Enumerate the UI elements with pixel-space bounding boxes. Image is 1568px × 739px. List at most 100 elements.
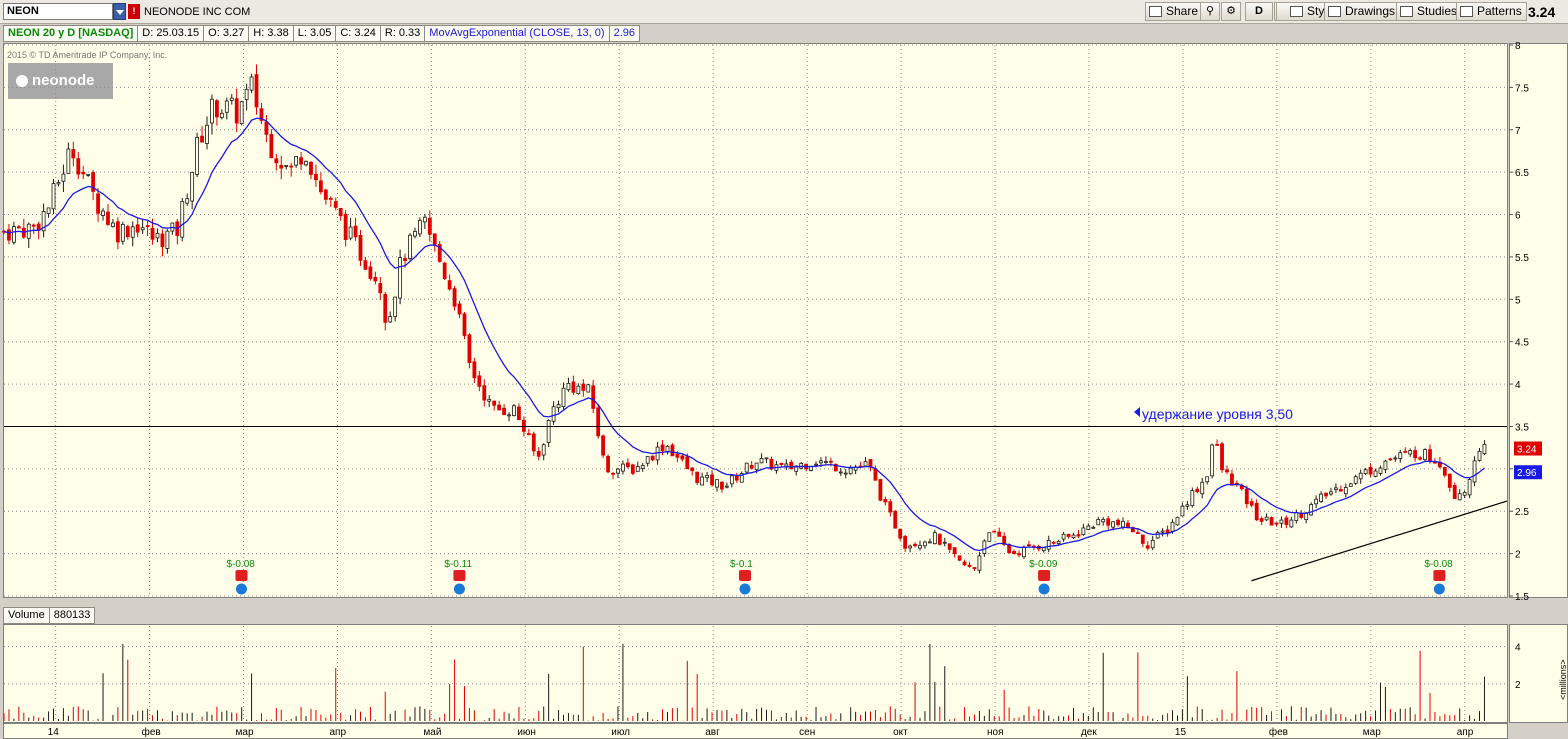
candle-body xyxy=(591,385,596,409)
candle-body xyxy=(51,183,56,210)
candle-body xyxy=(1116,519,1120,525)
candle-body xyxy=(368,266,373,279)
settings-icon[interactable]: ⚙ xyxy=(1221,2,1241,21)
candle-body xyxy=(1254,502,1259,521)
patterns-icon xyxy=(1460,6,1473,17)
candle-body xyxy=(1378,467,1383,474)
candle-body xyxy=(1269,517,1274,526)
price-tick-label: 7.5 xyxy=(1515,83,1529,94)
candle-body xyxy=(348,226,353,239)
symbol-flag-icon[interactable]: ! xyxy=(128,4,140,19)
candle-body xyxy=(556,404,561,409)
candle-body xyxy=(1452,485,1457,500)
candle-body xyxy=(576,385,581,394)
candle-body xyxy=(1309,504,1314,516)
symbol-input[interactable]: NEON xyxy=(3,3,113,20)
candle-body xyxy=(1056,540,1061,544)
candle-body xyxy=(1388,458,1393,461)
candle-body xyxy=(477,375,482,387)
candle-body xyxy=(1140,534,1145,544)
candle-body xyxy=(621,463,625,472)
candle-body xyxy=(883,499,888,503)
candle-body xyxy=(1081,527,1086,536)
candle-body xyxy=(1071,534,1076,539)
annotation-label: удержание уровня 3,50 xyxy=(1142,406,1293,422)
candle-body xyxy=(551,406,556,422)
link-icon[interactable]: ⚲ xyxy=(1200,2,1220,21)
symbol-dropdown-icon[interactable] xyxy=(113,3,126,20)
info-icon xyxy=(453,583,465,595)
share-button[interactable]: Share xyxy=(1145,2,1204,21)
candle-body xyxy=(843,472,848,475)
candle-body xyxy=(363,260,368,270)
price-tick-label: 4 xyxy=(1515,380,1521,391)
candle-body xyxy=(120,223,125,242)
time-tick-label: ноя xyxy=(987,727,1004,738)
candle-body xyxy=(1284,517,1289,526)
candle-body xyxy=(507,414,511,417)
price-tick-label: 5 xyxy=(1515,295,1521,306)
candle-body xyxy=(1398,452,1403,459)
candle-body xyxy=(502,407,506,416)
drawings-icon xyxy=(1328,6,1341,17)
candle-body xyxy=(660,444,665,452)
company-name: NEONODE INC COM xyxy=(144,6,251,18)
candle-body xyxy=(685,456,690,470)
share-icon xyxy=(1149,6,1162,17)
time-tick-label: апр xyxy=(329,727,346,738)
candle-body xyxy=(1393,457,1398,460)
candle-body xyxy=(1423,449,1427,461)
candle-body xyxy=(1190,490,1195,507)
candle-body xyxy=(586,384,591,393)
chart-title[interactable]: NEON 20 y D [NASDAQ] xyxy=(3,25,139,42)
candle-body xyxy=(86,174,91,176)
candle-body xyxy=(12,226,16,243)
candle-body xyxy=(383,293,388,323)
candle-body xyxy=(264,121,269,135)
candle-body xyxy=(670,444,675,457)
period-button[interactable]: D xyxy=(1245,2,1273,21)
candle-body xyxy=(744,462,749,473)
candle-body xyxy=(413,230,417,237)
candle-body xyxy=(838,471,843,474)
candle-body xyxy=(606,455,610,473)
candle-body xyxy=(1215,444,1219,446)
candle-body xyxy=(630,464,635,474)
candle-body xyxy=(616,468,620,474)
date-field: D: 25.03.15 xyxy=(137,25,205,42)
candle-body xyxy=(1126,522,1130,528)
candle-body xyxy=(274,158,279,164)
candle-body xyxy=(462,313,467,336)
candle-body xyxy=(150,227,155,240)
earnings-icon xyxy=(1433,570,1446,581)
price-scale[interactable] xyxy=(1509,43,1568,598)
candle-body xyxy=(71,149,76,159)
study-label[interactable]: MovAvgExponential (CLOSE, 13, 0) xyxy=(424,25,610,42)
candle-body xyxy=(1244,488,1249,505)
volume-panel[interactable] xyxy=(3,624,1508,723)
candle-body xyxy=(210,98,214,124)
high-field: H: 3.38 xyxy=(248,25,294,42)
candle-body xyxy=(497,404,502,411)
candle-body xyxy=(581,383,586,391)
volume-label[interactable]: Volume xyxy=(3,607,50,624)
candle-body xyxy=(873,468,878,481)
dividend-label: $-0.08 xyxy=(1424,559,1453,570)
annotation-arrow-icon xyxy=(1134,407,1140,417)
candle-body xyxy=(1472,460,1477,483)
candle-body xyxy=(833,463,838,472)
volume-info-bar: Volume 880133 xyxy=(3,607,96,624)
candle-body xyxy=(913,543,917,547)
candle-body xyxy=(987,532,992,542)
candle-body xyxy=(408,234,412,259)
candle-body xyxy=(690,467,695,472)
time-tick-label: июл xyxy=(611,727,630,738)
patterns-button[interactable]: Patterns xyxy=(1456,2,1527,21)
candle-body xyxy=(1061,533,1066,540)
price-tick-label: 7 xyxy=(1515,126,1521,137)
drawings-button[interactable]: Drawings xyxy=(1324,2,1401,21)
candle-body xyxy=(1230,473,1234,486)
candle-body xyxy=(1289,519,1294,528)
info-icon xyxy=(235,583,247,595)
price-tick-label: 4.5 xyxy=(1515,338,1529,349)
